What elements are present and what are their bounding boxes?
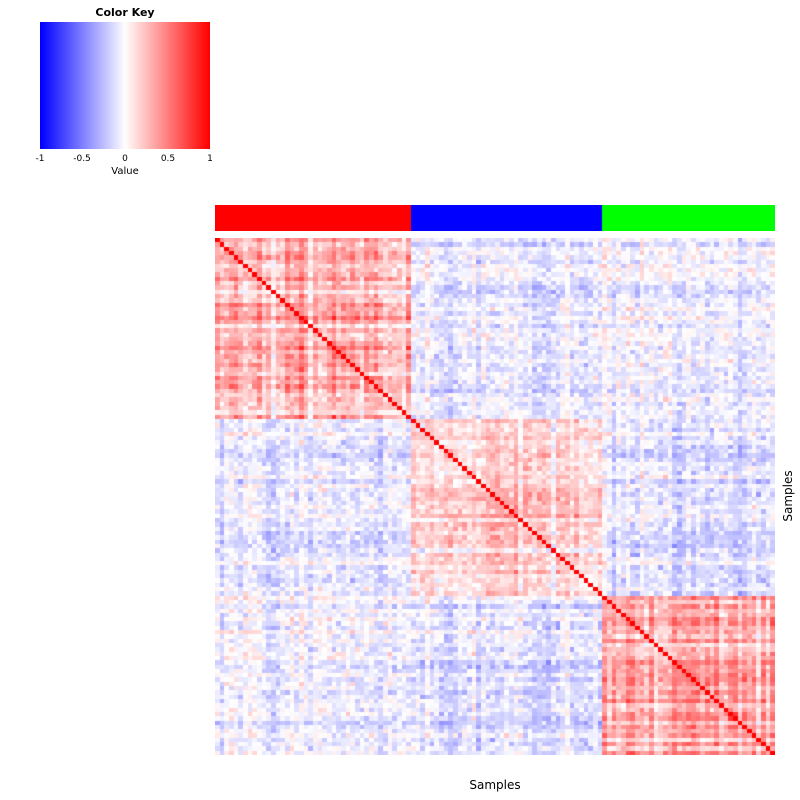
color-key-tick: -0.5 [73, 154, 91, 164]
color-key-tick: 0.5 [160, 154, 176, 164]
correlation-heatmap [215, 238, 775, 755]
color-key-tick: -1 [35, 154, 45, 164]
color-key-gradient [40, 22, 210, 149]
column-group-colorbar [215, 205, 775, 231]
y-axis-label: Samples [781, 470, 795, 522]
color-key-tick: 1 [207, 154, 213, 164]
color-key-axis-label: Value [111, 166, 139, 177]
color-key-title: Color Key [95, 6, 155, 19]
color-key-tick: 0 [122, 154, 128, 164]
x-axis-label: Samples [469, 778, 521, 792]
